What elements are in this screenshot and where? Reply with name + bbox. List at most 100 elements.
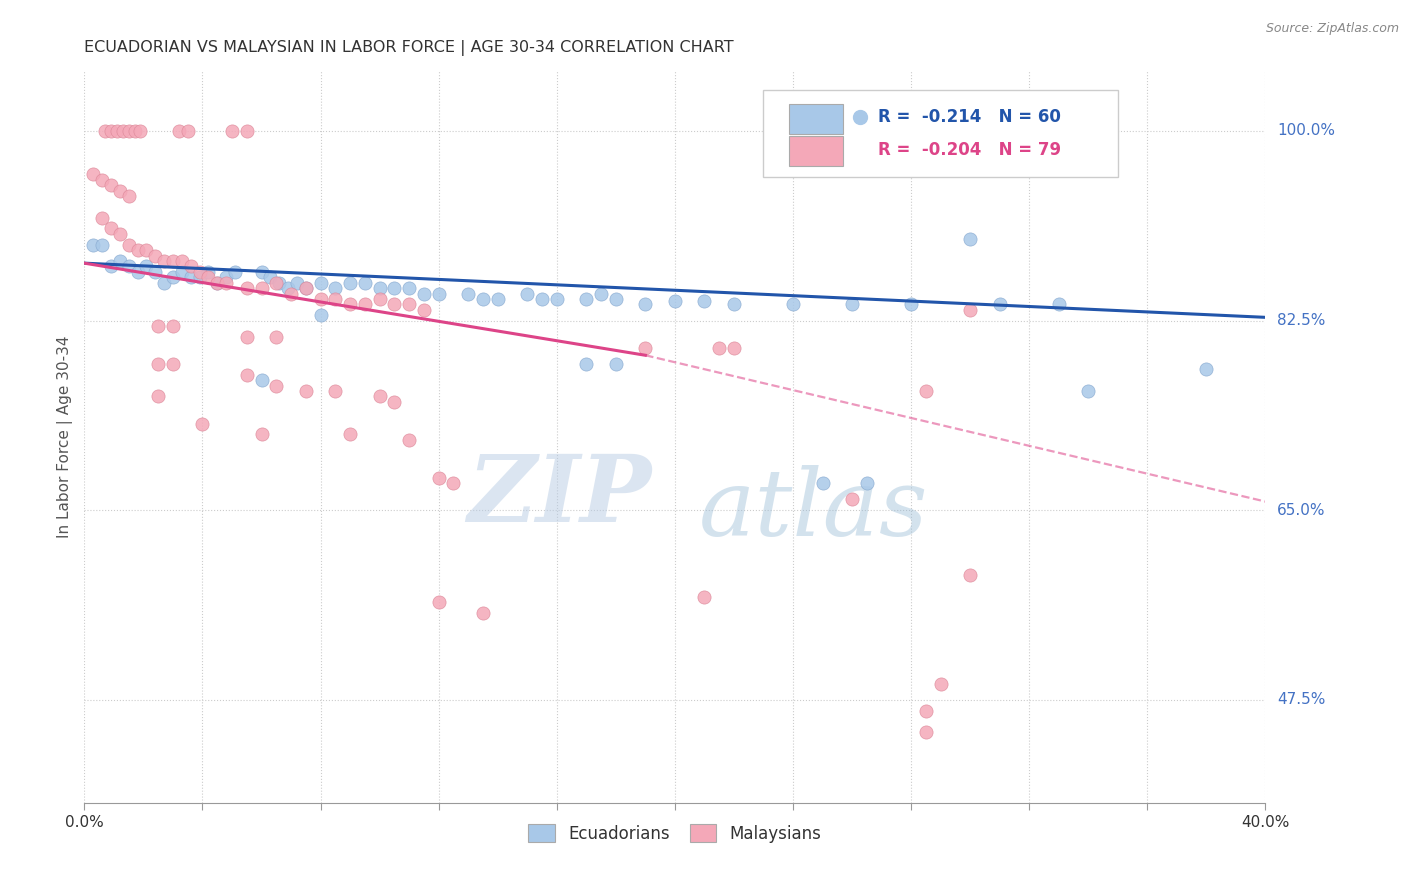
Point bbox=[91, 211, 114, 225]
Point bbox=[530, 292, 553, 306]
Point bbox=[914, 704, 936, 718]
Point bbox=[205, 276, 228, 290]
Point bbox=[264, 330, 288, 344]
Point bbox=[108, 184, 131, 198]
Point bbox=[285, 276, 308, 290]
Point bbox=[472, 292, 495, 306]
Point bbox=[235, 124, 259, 138]
Point bbox=[162, 270, 184, 285]
Point bbox=[427, 595, 450, 609]
Point bbox=[124, 124, 146, 138]
Text: Source: ZipAtlas.com: Source: ZipAtlas.com bbox=[1265, 22, 1399, 36]
Point bbox=[929, 676, 952, 690]
Point bbox=[143, 249, 166, 263]
Point bbox=[811, 476, 834, 491]
Point bbox=[277, 281, 299, 295]
Point bbox=[188, 265, 211, 279]
Point bbox=[693, 294, 716, 309]
Point bbox=[354, 276, 377, 290]
Point bbox=[959, 302, 981, 317]
Point bbox=[782, 297, 804, 311]
Point bbox=[427, 286, 450, 301]
Point bbox=[108, 254, 131, 268]
Point bbox=[100, 124, 122, 138]
Text: ECUADORIAN VS MALAYSIAN IN LABOR FORCE | AGE 30-34 CORRELATION CHART: ECUADORIAN VS MALAYSIAN IN LABOR FORCE |… bbox=[84, 40, 734, 56]
Point bbox=[591, 286, 613, 301]
Point bbox=[914, 384, 936, 398]
Point bbox=[339, 297, 361, 311]
Point bbox=[575, 292, 598, 306]
Point bbox=[295, 384, 318, 398]
Point bbox=[250, 281, 273, 295]
Point bbox=[153, 254, 176, 268]
Text: atlas: atlas bbox=[699, 466, 928, 555]
Point bbox=[224, 265, 246, 279]
Text: R =  -0.204   N = 79: R = -0.204 N = 79 bbox=[877, 141, 1062, 159]
Point bbox=[323, 292, 347, 306]
Point bbox=[129, 124, 152, 138]
Point bbox=[382, 281, 406, 295]
FancyBboxPatch shape bbox=[789, 104, 842, 134]
Point bbox=[264, 276, 288, 290]
Point bbox=[235, 368, 259, 382]
Point bbox=[382, 395, 406, 409]
Point bbox=[197, 270, 219, 285]
Point bbox=[368, 281, 391, 295]
Point bbox=[215, 270, 238, 285]
Point bbox=[546, 292, 568, 306]
Point bbox=[413, 302, 436, 317]
Point bbox=[723, 297, 745, 311]
Point bbox=[605, 292, 627, 306]
Point bbox=[177, 124, 200, 138]
Point bbox=[575, 357, 598, 371]
Point bbox=[180, 270, 202, 285]
Point bbox=[472, 606, 495, 620]
Point bbox=[105, 124, 128, 138]
Point bbox=[309, 308, 332, 322]
Point bbox=[398, 281, 420, 295]
Point bbox=[323, 281, 347, 295]
Text: 47.5%: 47.5% bbox=[1277, 692, 1326, 707]
Point bbox=[91, 172, 114, 186]
Point bbox=[339, 427, 361, 442]
Point bbox=[959, 568, 981, 582]
Point bbox=[295, 281, 318, 295]
Point bbox=[516, 286, 538, 301]
Point bbox=[354, 297, 377, 311]
Point bbox=[148, 357, 170, 371]
Point bbox=[1077, 384, 1099, 398]
Point bbox=[368, 389, 391, 403]
Point bbox=[723, 341, 745, 355]
Point bbox=[1047, 297, 1070, 311]
Point bbox=[91, 237, 114, 252]
Point bbox=[664, 294, 686, 309]
Point bbox=[959, 232, 981, 246]
Point bbox=[486, 292, 509, 306]
Point bbox=[100, 221, 122, 235]
Point bbox=[197, 265, 219, 279]
Text: 100.0%: 100.0% bbox=[1277, 123, 1336, 138]
Point bbox=[215, 276, 238, 290]
Point bbox=[235, 281, 259, 295]
Text: ZIP: ZIP bbox=[467, 450, 651, 541]
Point bbox=[250, 427, 273, 442]
Point bbox=[143, 265, 166, 279]
Point bbox=[221, 124, 243, 138]
Point bbox=[94, 124, 117, 138]
Point bbox=[457, 286, 479, 301]
Point bbox=[309, 292, 332, 306]
Point bbox=[914, 725, 936, 739]
Text: 65.0%: 65.0% bbox=[1277, 503, 1326, 517]
Point bbox=[900, 297, 922, 311]
Point bbox=[148, 318, 170, 333]
FancyBboxPatch shape bbox=[763, 90, 1118, 178]
Point bbox=[235, 330, 259, 344]
Point bbox=[250, 265, 273, 279]
Point bbox=[605, 357, 627, 371]
Point bbox=[100, 178, 122, 193]
Point bbox=[153, 276, 176, 290]
Point bbox=[191, 417, 214, 431]
Point bbox=[264, 378, 288, 392]
Point bbox=[398, 297, 420, 311]
Point bbox=[382, 297, 406, 311]
